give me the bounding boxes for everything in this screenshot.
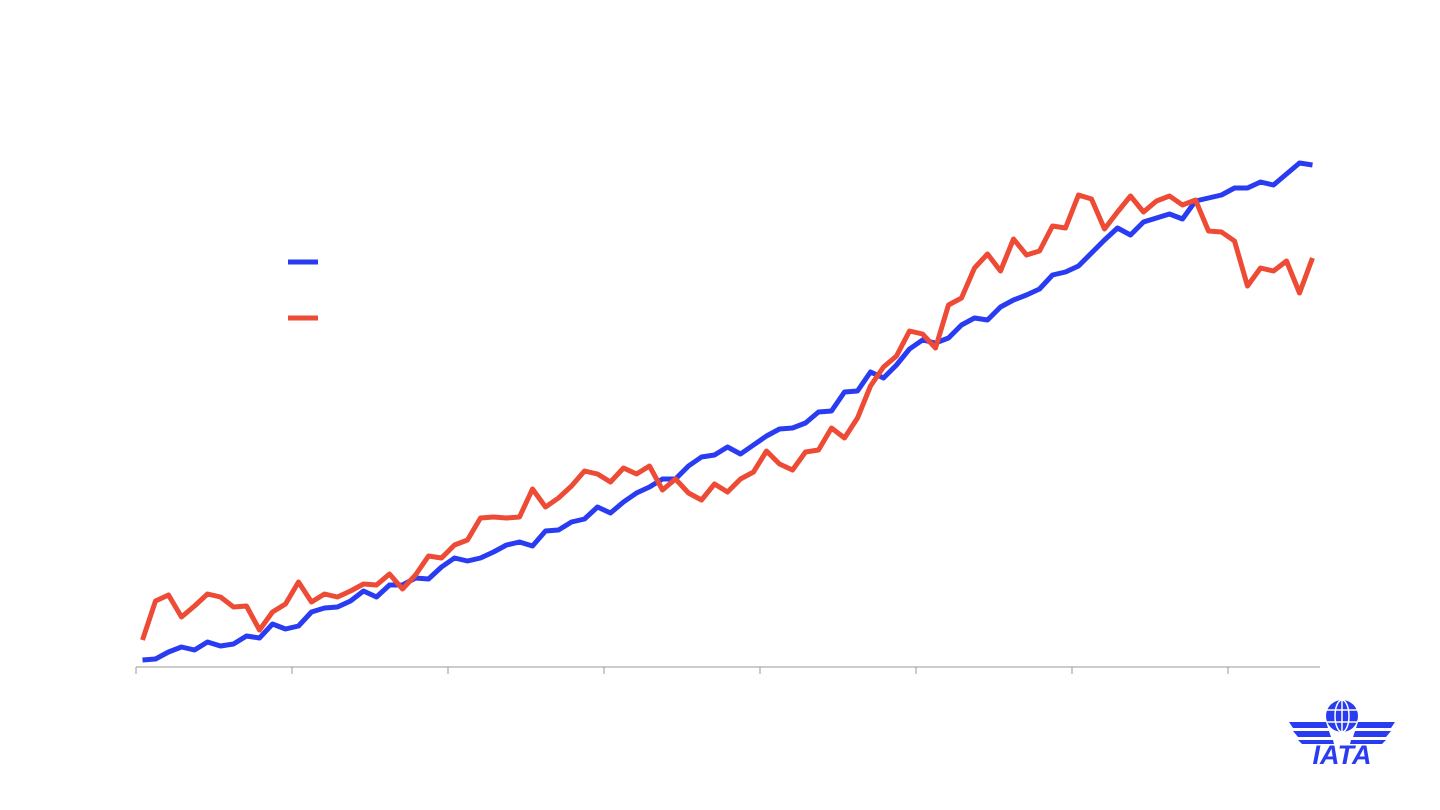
iata-logo: IATA bbox=[1289, 699, 1395, 770]
logo-wing-right bbox=[1350, 722, 1395, 744]
logo-globe-lines bbox=[1327, 699, 1357, 733]
logo-text: IATA bbox=[1313, 740, 1372, 770]
logo-wing-left bbox=[1289, 722, 1334, 744]
line bbox=[142, 160, 1313, 663]
line bbox=[140, 192, 1315, 641]
